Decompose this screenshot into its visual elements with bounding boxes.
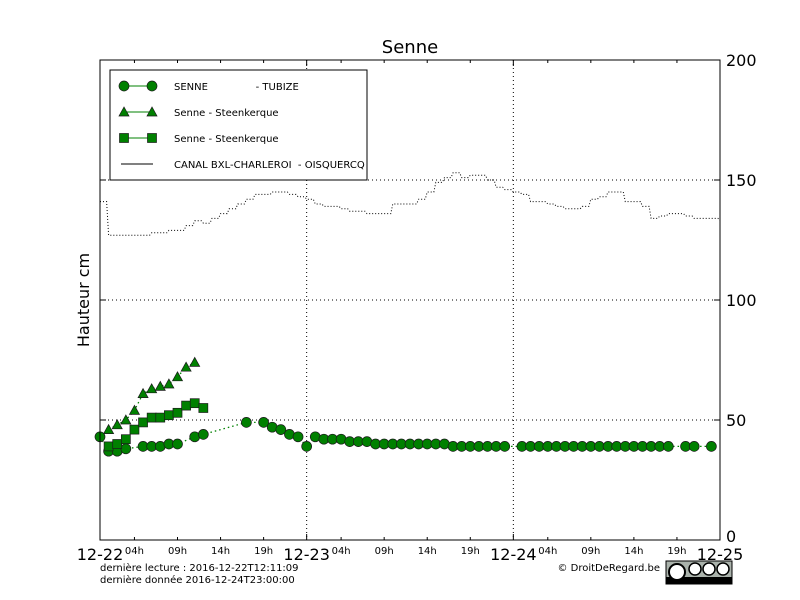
data-point-circle [662,441,674,452]
data-point-triangle [111,419,123,430]
x-tick-label-major: 12-23 [283,545,330,564]
legend-label: SENNE - TUBIZE [174,82,299,93]
x-tick-label-minor: 14h [624,546,643,557]
data-point-square [112,439,123,449]
x-tick-label-minor: 19h [667,546,686,557]
data-point-circle [118,80,130,92]
data-point-triangle [163,378,175,389]
data-point-triangle [146,106,158,117]
legend-label: Senne - Steenkerque [174,108,279,119]
y-tick-label: 150 [726,171,757,190]
legend-label: CANAL BXL-CHARLEROI - OISQUERCQ [174,160,365,171]
series-line [108,361,196,431]
data-point-circle [258,417,269,428]
x-tick-label-minor: 04h [538,546,557,557]
data-point-circle [301,441,313,452]
y-tick-label: 50 [726,411,746,430]
data-point-triangle [189,356,201,367]
data-point-square [164,410,174,421]
series-3 [100,172,721,236]
data-point-triangle [128,404,141,415]
x-tick-label-major: 12-25 [697,545,744,564]
series-0 [94,417,717,457]
data-point-square [119,133,129,143]
data-point-square [129,424,140,435]
y-tick-label: 200 [726,51,757,70]
x-tick-label-major: 12-24 [490,545,537,564]
data-point-triangle [120,414,132,425]
series-1 [103,356,201,434]
x-tick-label-minor: 19h [254,546,273,557]
data-point-circle [499,441,511,452]
y-tick-label: 0 [726,527,736,546]
data-point-square [172,407,183,418]
data-point-square [181,400,191,411]
legend-label: Senne - Steenkerque [174,134,279,145]
x-tick-label-minor: 14h [211,546,230,557]
data-point-square [120,434,131,445]
ticks: 0 50 100 150 200 12-22 12-23 12-24 12-25 04h 09h 14… [77,51,757,564]
y-axis-label: Hauteur cm [74,253,93,347]
x-tick-label-minor: 14h [418,546,437,557]
data-point-circle [275,424,287,435]
data-point-circle [120,443,132,455]
data-point-triangle [154,380,166,391]
x-tick-label-minor: 04h [125,546,144,557]
x-tick-label-major: 12-22 [77,545,124,564]
copyright-text: © DroitDeRegard.be [557,563,660,574]
x-tick-label-minor: 09h [581,546,600,557]
x-tick-label-minor: 19h [461,546,480,557]
data-point-square [147,133,157,143]
data-point-circle [706,441,717,452]
series-2 [103,398,209,452]
x-tick-label-minor: 09h [168,546,187,557]
series-line [100,172,721,236]
data-point-square [155,412,166,423]
data-point-triangle [118,106,130,117]
data-point-triangle [171,371,184,382]
last-data-text: dernière donnée 2016-12-24T23:00:00 [100,574,295,586]
data-point-circle [292,431,304,443]
x-tick-label-minor: 09h [375,546,394,557]
data-point-square [198,403,209,413]
data-point-circle [197,429,209,440]
data-point-square [189,398,200,409]
data-point-square [146,412,157,423]
data-point-circle [146,80,158,92]
series-layer [94,172,721,457]
data-point-triangle [137,387,149,398]
cc-license-badge[interactable] [665,560,733,585]
legend: SENNE - TUBIZE Senne - Steenkerque Senne -… [109,69,368,181]
data-point-circle [688,441,700,452]
data-point-circle [241,417,252,428]
chart-title: Senne [382,37,438,58]
data-point-triangle [146,383,158,394]
data-point-triangle [180,361,192,372]
data-point-triangle [103,423,115,434]
x-tick-label-minor: 04h [332,546,351,557]
y-tick-label: 100 [726,291,757,310]
data-point-square [138,417,148,428]
data-point-square [103,441,114,452]
last-read-text: dernière lecture : 2016-12-22T12:11:09 [100,562,299,574]
data-point-circle [172,438,183,450]
